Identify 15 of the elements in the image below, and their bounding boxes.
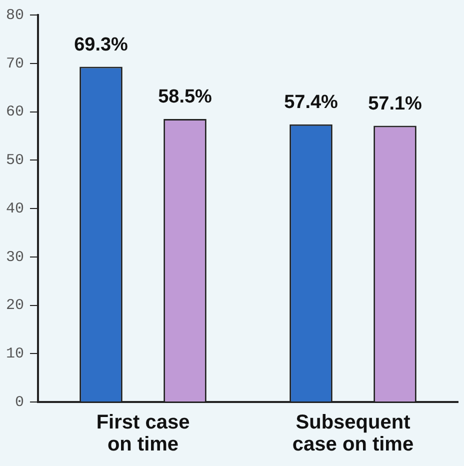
- x-tick-label: Subsequent case on time: [292, 412, 414, 456]
- data-label: 57.1%: [368, 94, 422, 115]
- y-tick-label: 70: [6, 55, 24, 72]
- y-tick-label: 80: [6, 6, 24, 24]
- y-tick-label: 20: [6, 297, 24, 314]
- data-label: 69.3%: [74, 34, 128, 56]
- y-tick-label: 30: [6, 248, 24, 266]
- data-label: 57.4%: [284, 92, 338, 114]
- y-tick-label: 0: [14, 394, 24, 411]
- y-tick-label: 50: [6, 152, 24, 170]
- data-label: 58.5%: [158, 86, 212, 108]
- x-tick-label: First case on time: [96, 412, 190, 456]
- y-tick-label: 40: [6, 200, 24, 218]
- y-tick-label: 10: [6, 346, 24, 363]
- y-tick-label: 60: [6, 104, 24, 121]
